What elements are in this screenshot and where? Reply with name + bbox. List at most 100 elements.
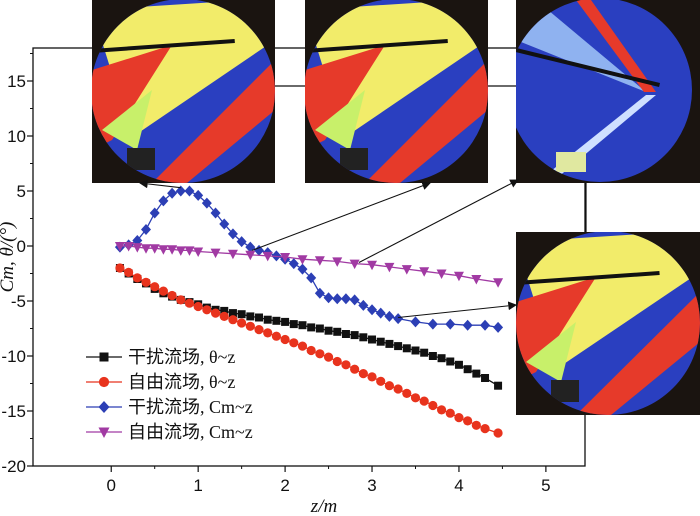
legend-marker: [98, 401, 110, 413]
inset-field: [516, 232, 700, 415]
flow-band-green: [526, 322, 576, 382]
data-point: [419, 267, 430, 277]
data-point: [332, 356, 342, 367]
data-point: [289, 338, 299, 348]
y-tick-label: -10: [1, 347, 26, 366]
x-tick-label: 4: [454, 476, 463, 495]
data-point: [359, 333, 368, 342]
data-point: [254, 325, 264, 335]
x-tick-label: 3: [367, 476, 376, 495]
data-point: [175, 246, 186, 256]
data-point: [480, 319, 491, 331]
data-point: [202, 305, 212, 315]
data-point: [384, 310, 395, 322]
data-point: [193, 189, 204, 201]
schlieren-inset-3: [515, 0, 700, 183]
data-point: [306, 272, 317, 284]
series-1: [115, 264, 503, 390]
model-support: [556, 152, 586, 172]
connector-arrow: [138, 179, 181, 189]
data-point: [463, 416, 473, 426]
legend-marker: [99, 352, 109, 362]
data-point: [445, 408, 455, 418]
legend: 干扰流场, θ~z 自由流场, θ~z 干扰流场, Cm~z 自由流场, Cm~z: [86, 347, 253, 442]
data-point: [236, 236, 247, 248]
data-point: [245, 321, 255, 331]
legend-item-2: 自由流场, θ~z: [86, 372, 235, 392]
data-point: [428, 352, 437, 360]
flow-band-red-2: [365, 60, 488, 183]
data-point: [298, 321, 307, 330]
data-point: [445, 318, 456, 330]
data-point: [262, 251, 273, 262]
data-point: [132, 273, 142, 283]
series-layer: [114, 185, 504, 438]
legend-marker: [98, 376, 110, 388]
data-point: [297, 263, 308, 275]
data-point: [246, 312, 255, 321]
insets-layer: [91, 0, 700, 415]
probe-rod: [515, 48, 660, 87]
y-tick-label: 5: [17, 182, 26, 201]
flow-band-green: [315, 90, 365, 150]
data-point: [428, 400, 438, 411]
data-point: [297, 255, 308, 265]
connector-arrow: [398, 301, 518, 319]
data-point: [402, 344, 411, 353]
data-point: [254, 244, 265, 256]
data-point: [384, 262, 395, 273]
data-point: [210, 308, 221, 318]
probe-rod: [516, 271, 660, 285]
data-point: [115, 263, 125, 273]
inset-field: [91, 0, 275, 183]
data-point: [315, 324, 324, 333]
y-tick-label: 10: [7, 127, 26, 146]
probe-rod: [91, 39, 235, 53]
schlieren-inset-1: [91, 0, 275, 183]
data-point: [193, 247, 204, 257]
data-point: [297, 341, 308, 351]
data-point: [427, 318, 438, 330]
data-point: [350, 331, 359, 340]
data-point: [272, 316, 281, 325]
x-tick-label: 5: [541, 476, 550, 495]
data-point: [480, 424, 490, 434]
data-point: [150, 282, 160, 292]
data-point: [472, 369, 481, 378]
legend-marker: [98, 427, 110, 438]
data-point: [132, 243, 143, 253]
data-point: [210, 248, 221, 259]
data-point: [358, 369, 368, 379]
data-point: [201, 197, 212, 209]
data-point: [493, 428, 503, 438]
data-point: [411, 346, 420, 355]
data-point: [167, 290, 177, 301]
data-point: [410, 393, 421, 403]
model-support: [340, 148, 368, 170]
data-point: [341, 330, 350, 338]
series-4: [114, 242, 504, 288]
data-point: [471, 275, 482, 285]
connector-arrow: [251, 181, 432, 251]
data-point: [210, 207, 221, 219]
data-point: [376, 337, 385, 346]
data-point: [494, 381, 503, 390]
data-point: [367, 304, 378, 316]
data-point: [158, 286, 168, 296]
data-point: [453, 271, 464, 282]
data-point: [481, 374, 490, 382]
data-point: [471, 420, 481, 430]
data-point: [263, 328, 273, 338]
data-point: [493, 321, 504, 333]
data-point: [385, 339, 394, 348]
schlieren-inset-2: [304, 0, 488, 183]
data-point: [245, 250, 256, 261]
data-point: [227, 228, 238, 240]
data-point: [350, 364, 360, 374]
data-point: [263, 315, 272, 324]
data-point: [220, 306, 229, 315]
data-point: [375, 307, 386, 319]
data-point: [289, 320, 298, 329]
data-point: [402, 388, 412, 398]
